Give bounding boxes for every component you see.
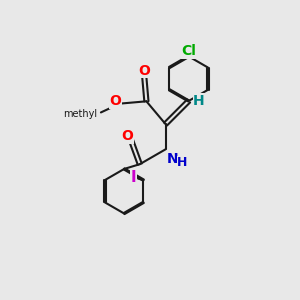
Text: methyl: methyl <box>63 109 97 119</box>
Text: O: O <box>138 64 150 78</box>
Text: Cl: Cl <box>181 44 196 58</box>
Text: O: O <box>110 94 121 108</box>
Text: H: H <box>177 156 187 169</box>
Text: O: O <box>122 129 134 143</box>
Text: N: N <box>167 152 178 166</box>
Text: H: H <box>193 94 205 108</box>
Text: I: I <box>130 169 136 184</box>
